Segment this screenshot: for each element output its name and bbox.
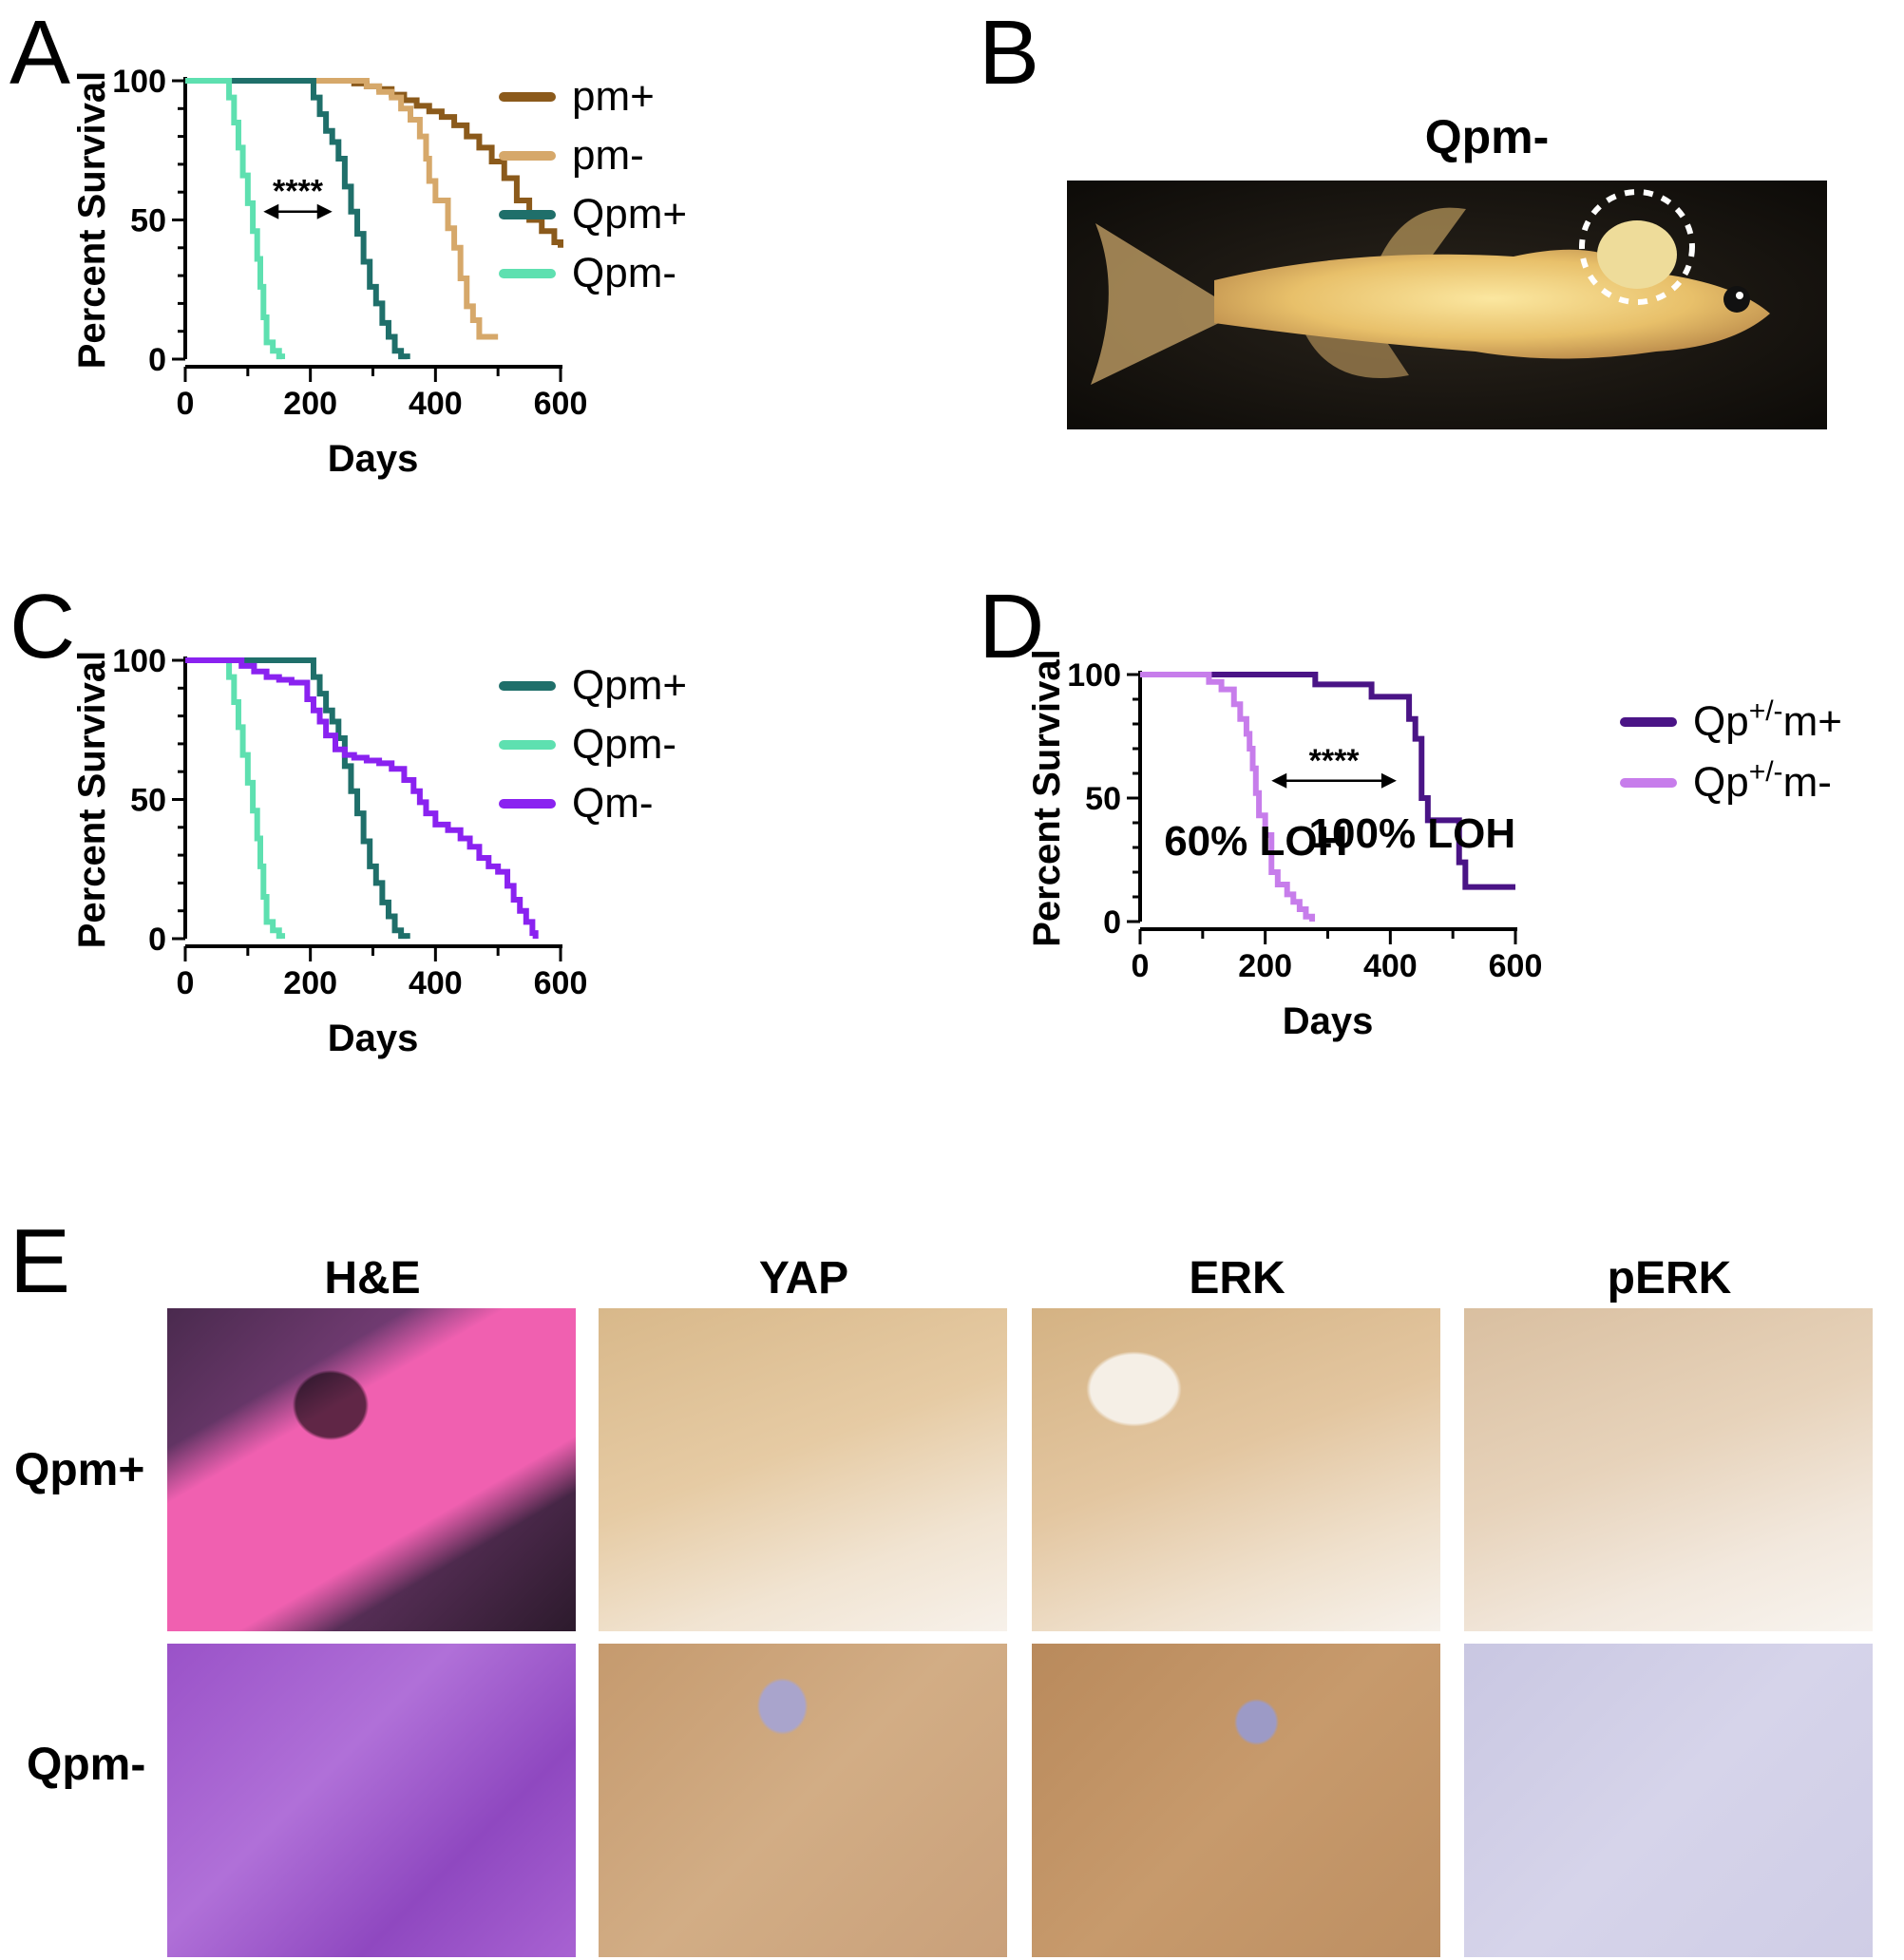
x-tick-label: 0 xyxy=(177,965,195,1001)
survival-chart-c: 0 200 400 600 0 50 100 Days Percent Survival Qpm+… xyxy=(71,646,687,1059)
significance-stars: **** xyxy=(1309,743,1361,779)
x-axis-label: Days xyxy=(328,1018,419,1059)
arrow-head-left xyxy=(1271,772,1287,789)
x-tick-label: 0 xyxy=(177,386,195,422)
legend-label: Qm- xyxy=(572,780,654,827)
x-axis-label: Days xyxy=(328,438,419,480)
fish-tail-fin xyxy=(1091,223,1219,385)
fish-photo-title: Qpm- xyxy=(1424,110,1550,163)
stain-title-erk: ERK xyxy=(1189,1253,1285,1303)
fish-dorsal-fin xyxy=(1380,207,1466,261)
panel-c-letter: C xyxy=(10,576,76,677)
row-label-qpm-minus: Qpm- xyxy=(27,1740,146,1790)
series-line-Qp-m- xyxy=(1140,672,1316,922)
x-tick-label: 200 xyxy=(283,965,337,1001)
histology-yap-qpm-plus xyxy=(599,1308,1007,1631)
y-tick-label: 50 xyxy=(1085,781,1121,817)
y-tick-label: 0 xyxy=(148,342,166,378)
x-tick-label: 400 xyxy=(409,386,463,422)
y-tick-label: 0 xyxy=(1103,904,1121,941)
survival-chart-d: 0 200 400 600 0 50 100 Days Percent Survival Qp+/… xyxy=(1026,649,1842,1042)
row-label-qpm-plus: Qpm+ xyxy=(14,1445,145,1495)
series-line-Qm- xyxy=(185,657,539,939)
series-line-Qpm- xyxy=(185,78,286,360)
stain-title-yap: YAP xyxy=(758,1253,849,1303)
fish-head-tumor xyxy=(1597,220,1677,289)
legend-label: Qpm- xyxy=(572,250,676,296)
arrow-head-right xyxy=(1380,772,1397,789)
y-axis-label: Percent Survival xyxy=(1026,649,1068,947)
fish-photo xyxy=(1067,181,1827,429)
x-axis-label: Days xyxy=(1283,1000,1374,1042)
histology-perk-qpm-plus xyxy=(1464,1308,1873,1631)
y-tick-label: 0 xyxy=(148,922,166,958)
legend-label: pm+ xyxy=(572,73,655,120)
x-tick-label: 600 xyxy=(534,386,588,422)
x-tick-label: 200 xyxy=(1238,948,1292,984)
stain-title-perk: pERK xyxy=(1607,1253,1732,1303)
histology-he-qpm-plus xyxy=(167,1308,576,1631)
histology-erk-qpm-minus xyxy=(1032,1644,1440,1957)
histology-perk-qpm-minus xyxy=(1464,1644,1873,1957)
y-tick-label: 100 xyxy=(1067,657,1121,694)
x-tick-label: 400 xyxy=(409,965,463,1001)
panel-d-letter: D xyxy=(979,576,1045,677)
arrow-head-left xyxy=(263,203,279,219)
legend-label: Qp+/-m+ xyxy=(1693,695,1842,746)
panel-b-letter: B xyxy=(979,2,1040,104)
histology-he-qpm-minus xyxy=(167,1644,576,1957)
series-line-Qp-m- xyxy=(1140,672,1515,890)
series-line-Qpm- xyxy=(185,78,410,360)
panel-a-letter: A xyxy=(10,2,71,104)
x-tick-label: 0 xyxy=(1132,948,1150,984)
loh-annotation: 100% LOH xyxy=(1309,810,1516,857)
stain-title-he: H&E xyxy=(324,1253,421,1303)
y-axis-label: Percent Survival xyxy=(71,651,113,949)
y-tick-label: 100 xyxy=(112,67,166,100)
legend-label: Qpm+ xyxy=(572,662,687,709)
survival-chart-a: 0 200 400 600 0 50 100 Days Percent Survival pm+ p… xyxy=(71,67,687,480)
fish-eye xyxy=(1723,286,1750,313)
x-tick-label: 400 xyxy=(1363,948,1418,984)
significance-stars: **** xyxy=(273,174,324,210)
x-tick-label: 600 xyxy=(1489,948,1543,984)
legend-label: pm- xyxy=(572,132,644,179)
x-tick-label: 600 xyxy=(534,965,588,1001)
legend-label: Qp+/-m- xyxy=(1693,756,1832,807)
y-tick-label: 50 xyxy=(130,783,166,819)
series-line-Qpm- xyxy=(185,657,410,940)
arrow-head-right xyxy=(316,203,333,219)
fish-anal-fin xyxy=(1304,333,1409,378)
histology-yap-qpm-minus xyxy=(599,1644,1007,1957)
y-axis-label: Percent Survival xyxy=(71,71,113,370)
panel-e-letter: E xyxy=(10,1210,71,1312)
x-tick-label: 200 xyxy=(283,386,337,422)
series-line-Qpm- xyxy=(185,657,286,940)
legend-label: Qpm+ xyxy=(572,191,687,238)
legend-label: Qpm- xyxy=(572,721,676,768)
loh-annotation: 60% LOH xyxy=(1164,818,1347,865)
histology-erk-qpm-plus xyxy=(1032,1308,1440,1631)
series-line-pm- xyxy=(185,78,499,340)
y-tick-label: 50 xyxy=(130,203,166,239)
y-tick-label: 100 xyxy=(112,646,166,679)
